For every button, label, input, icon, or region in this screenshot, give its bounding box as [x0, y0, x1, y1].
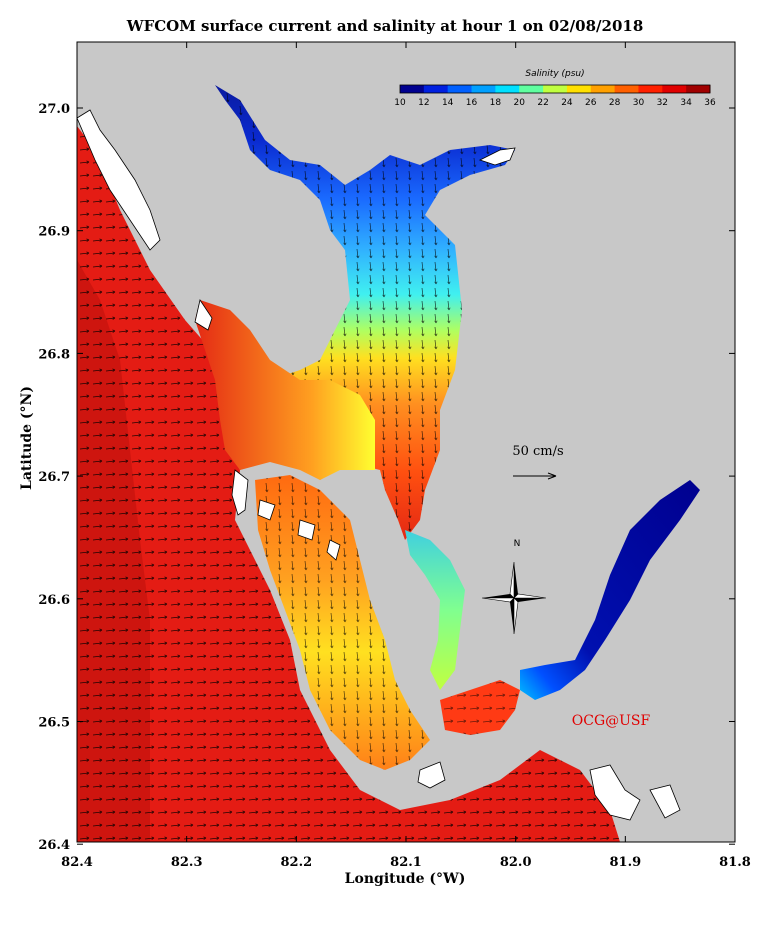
y-tick-label: 26.6	[38, 593, 70, 608]
x-axis-ticks: 82.4 82.3 82.2 82.1 82.0 81.9 81.8	[61, 42, 751, 870]
credit-label: OCG@USF	[572, 713, 651, 729]
colorbar-swatch	[638, 85, 663, 93]
y-tick-label: 26.5	[38, 716, 70, 731]
colorbar-tick-label: 14	[442, 98, 454, 108]
compass-rose-icon: N	[481, 539, 547, 635]
colorbar-swatch	[686, 85, 711, 93]
colorbar-tick-label: 30	[633, 98, 645, 108]
x-tick-label: 82.2	[280, 855, 312, 870]
harbor-west-arm	[195, 300, 375, 480]
colorbar-swatch	[662, 85, 687, 93]
x-tick-label: 81.8	[719, 855, 751, 870]
y-tick-label: 27.0	[38, 102, 70, 117]
velocity-scale: 50 cm/s	[512, 444, 564, 480]
colorbar-tick-label: 26	[585, 98, 597, 108]
caloosahatchee-river	[520, 480, 700, 700]
river-channel	[405, 530, 465, 690]
colorbar-swatch	[495, 85, 520, 93]
x-tick-label: 81.9	[609, 855, 641, 870]
colorbar-tick-label: 24	[561, 98, 573, 108]
x-tick-label: 82.4	[61, 855, 93, 870]
colorbar-tick-label: 28	[609, 98, 621, 108]
colorbar-swatch	[423, 85, 449, 93]
colorbar-tick-label: 12	[418, 98, 429, 108]
colorbar-tick-label: 18	[490, 98, 502, 108]
x-tick-label: 82.1	[390, 855, 422, 870]
colorbar-tick-label: 16	[466, 98, 478, 108]
y-tick-label: 26.7	[38, 470, 70, 485]
colorbar-swatch	[566, 85, 592, 93]
colorbar-tick-label: 36	[704, 98, 716, 108]
colorbar-tick-label: 32	[657, 98, 668, 108]
y-tick-label: 26.8	[38, 347, 70, 362]
colorbar-swatch	[519, 85, 544, 93]
colorbar-title: Salinity (psu)	[525, 69, 584, 79]
colorbar-swatch	[590, 85, 616, 93]
colorbar-swatch	[614, 85, 639, 93]
y-axis-label: Latitude (°N)	[19, 386, 35, 490]
x-tick-label: 82.0	[500, 855, 532, 870]
salinity-colorbar: Salinity (psu) 10 12 14 16 18 20 22 24 26 28 30 32 3…	[394, 69, 716, 108]
colorbar-tick-label: 22	[537, 98, 548, 108]
colorbar-tick-label: 10	[394, 98, 406, 108]
y-axis-ticks: 27.0 26.9 26.8 26.7 26.6 26.5 26.4	[38, 102, 735, 853]
y-tick-label: 26.4	[38, 838, 70, 853]
map-title: WFCOM surface current and salinity at ho…	[126, 17, 644, 35]
colorbar-tick-label: 34	[680, 98, 692, 108]
x-axis-label: Longitude (°W)	[344, 871, 466, 887]
map-plot-area	[77, 42, 735, 842]
colorbar-swatch	[543, 85, 568, 93]
scale-label: 50 cm/s	[512, 444, 563, 459]
colorbar-swatch	[400, 85, 425, 93]
islands	[77, 109, 681, 821]
colorbar-swatch	[471, 85, 496, 93]
compass-north-label: N	[514, 539, 521, 549]
colorbar-swatch	[447, 85, 473, 93]
x-tick-label: 82.3	[171, 855, 203, 870]
scale-arrow-icon	[547, 472, 557, 480]
y-tick-label: 26.9	[38, 225, 70, 240]
colorbar-tick-label: 20	[514, 98, 526, 108]
